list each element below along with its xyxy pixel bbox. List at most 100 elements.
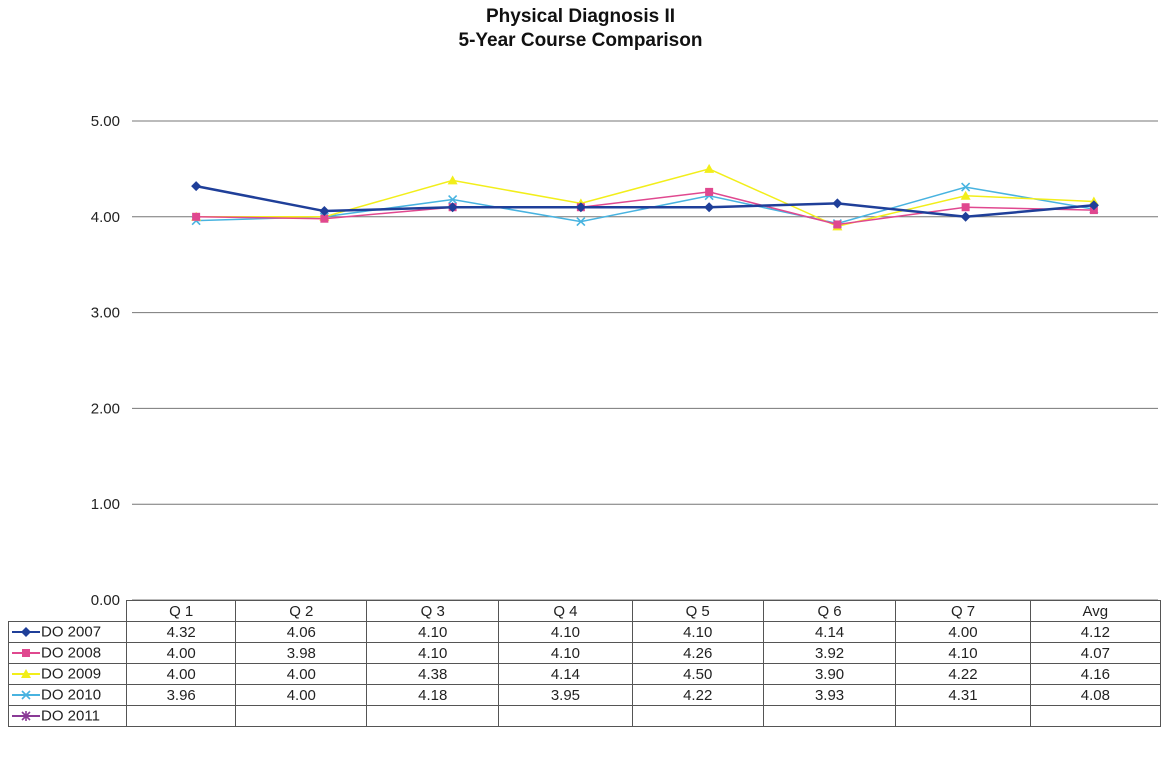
data-label: 4.50 [631,663,764,685]
legend-key-marker [21,690,31,700]
data-point-shape [319,206,330,217]
data-label: 4.10 [631,621,764,643]
data-label: 4.06 [235,621,368,643]
data-label: 4.26 [631,642,764,664]
table-row: DO 2010 3.96 4.00 4.18 3.95 4.22 3.93 4.31 4.08 [7,684,1161,706]
data-label [895,705,1031,727]
series-name: DO 2009 [41,665,102,683]
legend-entry: DO 2011 [7,705,128,727]
data-label: 4.10 [895,642,1031,664]
data-label: 3.90 [762,663,897,685]
data-point-shape [191,181,202,192]
x-category-label: Q 1 [126,600,237,622]
legend-key-marker-shape [21,669,31,679]
data-label: 4.00 [895,621,1031,643]
table-row: DO 2009 4.00 4.00 4.38 4.14 4.50 3.90 4.22 4.16 [7,663,1161,685]
data-point [960,190,971,200]
data-label: 4.00 [126,663,237,685]
data-label: 4.22 [895,663,1031,685]
data-point [961,182,971,192]
data-point-shape [576,217,586,227]
data-point-shape [832,198,843,209]
y-tick-label: 5.00 [91,113,120,130]
data-label: 4.00 [126,642,237,664]
series-name: DO 2011 [41,707,100,725]
data-label: 4.18 [366,684,500,706]
chart-title: Physical Diagnosis II [485,6,676,27]
x-category-label: Q 2 [235,600,368,622]
legend-key-icon [12,669,40,679]
table-row: DO 2008 4.00 3.98 4.10 4.10 4.26 3.92 4.10 4.07 [7,642,1161,664]
x-category-label: Q 6 [762,600,897,622]
legend-key-marker [22,649,30,658]
data-point [1088,200,1099,211]
data-point-shape [192,212,201,221]
data-label [235,705,368,727]
y-tick-label: 2.00 [91,400,120,417]
data-point [192,212,201,221]
data-label [1029,705,1161,727]
data-label: 4.00 [235,684,368,706]
data-label [762,705,897,727]
data-label: 4.08 [1029,684,1161,706]
data-point [191,181,202,192]
series-line-do-2008 [196,191,1094,226]
y-tick-label: 0.00 [91,592,120,609]
series-line-do-2010 [196,186,1095,225]
data-label: 3.92 [762,642,897,664]
data-point [705,187,714,196]
table-corner [9,601,127,622]
legend-entry: DO 2007 [7,621,128,643]
data-point-shape [705,187,714,196]
table-row: DO 2011 [7,705,1161,727]
data-label: 4.32 [126,621,237,643]
data-label: 4.14 [498,663,633,685]
y-tick-label: 3.00 [91,305,120,322]
data-label [126,705,237,727]
data-point [575,202,586,213]
legend-key-marker [21,669,31,679]
data-point [833,220,842,229]
data-label: 4.10 [366,642,500,664]
legend-key-marker-shape [21,690,31,700]
data-point-shape [1088,200,1099,211]
data-point-shape [833,220,842,229]
data-label: 4.10 [498,642,633,664]
legend-key-marker-shape [21,627,31,638]
series-name: DO 2007 [41,623,102,641]
data-label: 3.96 [126,684,237,706]
data-point-shape [961,203,970,212]
data-point [576,217,586,227]
legend-key-icon [12,649,40,658]
data-point [960,211,971,222]
data-label: 3.98 [235,642,368,664]
data-point-shape [448,194,458,205]
data-label: 4.14 [762,621,897,643]
legend-entry: DO 2008 [7,642,128,664]
data-label: 4.10 [366,621,500,643]
x-category-label: Avg [1029,600,1161,622]
data-point-shape [960,211,971,222]
x-category-label: Q 3 [366,600,500,622]
data-point [961,203,970,212]
legend-key-icon [12,690,40,700]
data-label: 3.95 [498,684,633,706]
series-name: DO 2010 [41,686,102,704]
data-label: 4.16 [1029,663,1161,685]
series-name: DO 2008 [41,644,102,662]
data-point [832,198,843,209]
legend-key-icon [12,627,40,638]
x-category-label: Q 7 [895,600,1031,622]
series-line-do-2007 [195,184,1094,219]
legend-key-marker [21,627,31,638]
data-label: 4.07 [1029,642,1161,664]
data-label: 4.22 [631,684,764,706]
data-point-shape [575,202,586,213]
chart-subtitle: 5-Year Course Comparison [458,30,703,51]
x-category-label: Q 4 [498,600,633,622]
y-tick-label: 1.00 [91,496,120,513]
data-point-shape [960,190,971,200]
